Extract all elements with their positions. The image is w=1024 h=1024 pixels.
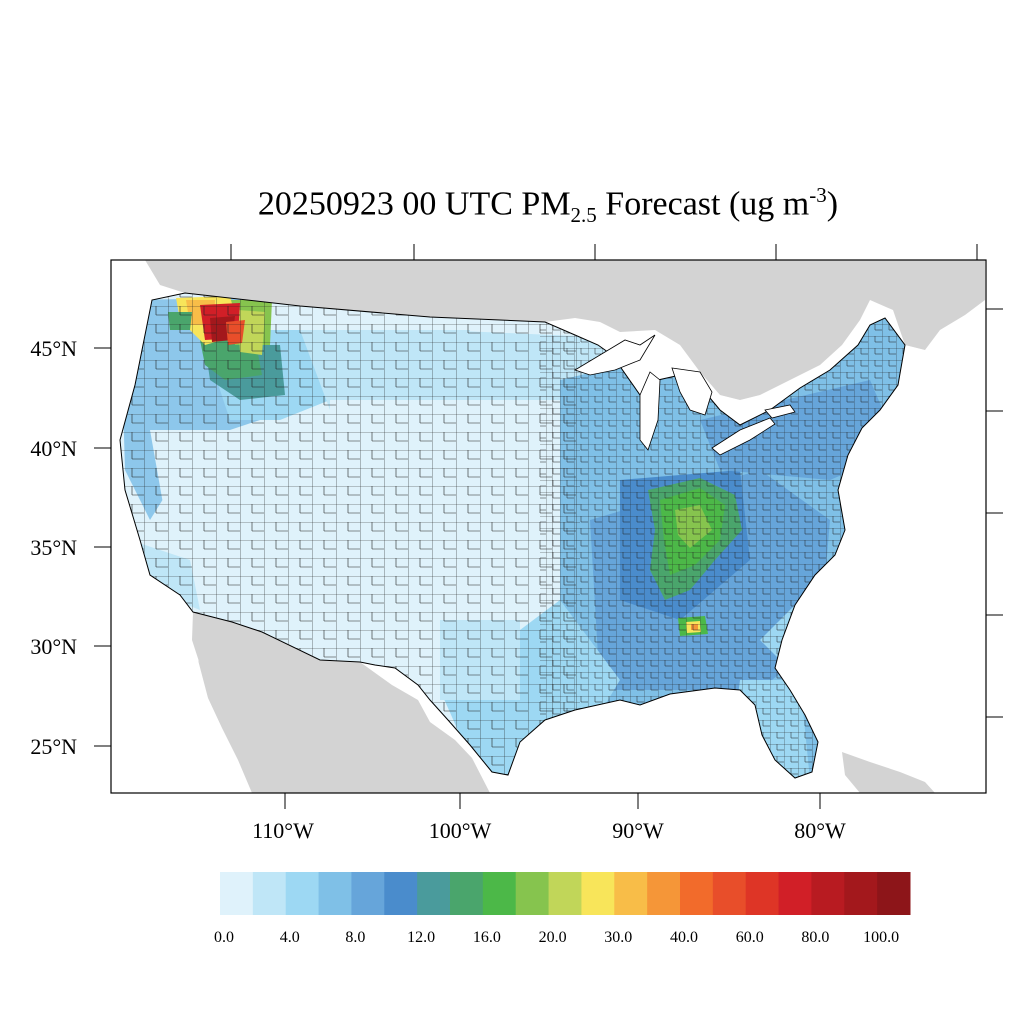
mexico-land bbox=[192, 612, 490, 793]
lon-label: 100°W bbox=[429, 818, 492, 843]
lat-label: 25°N bbox=[30, 734, 77, 759]
colorbar-label: 16.0 bbox=[473, 929, 501, 946]
colorbar-swatch bbox=[680, 872, 714, 915]
axis-ticks bbox=[94, 244, 1003, 809]
colorbar-swatch bbox=[252, 872, 287, 915]
colorbar-label: 30.0 bbox=[604, 929, 632, 946]
lat-label: 35°N bbox=[30, 535, 77, 560]
lat-label: 45°N bbox=[30, 336, 77, 361]
colorbar-swatch bbox=[548, 872, 582, 915]
colorbar-swatch bbox=[778, 872, 812, 915]
colorbar-swatch bbox=[450, 872, 484, 915]
baja-land bbox=[198, 660, 270, 793]
lat-label: 40°N bbox=[30, 436, 77, 461]
colorbar-swatch bbox=[844, 872, 878, 915]
colorbar-swatch bbox=[417, 872, 451, 915]
colorbar-swatch bbox=[745, 872, 780, 915]
colorbar-swatch bbox=[811, 872, 845, 915]
colorbar-swatch bbox=[318, 872, 352, 915]
colorbar-swatch bbox=[614, 872, 648, 915]
colorbar-label: 100.0 bbox=[863, 929, 899, 946]
colorbar-label: 8.0 bbox=[345, 929, 365, 946]
colorbar-swatch bbox=[351, 872, 385, 915]
lat-label: 30°N bbox=[30, 634, 77, 659]
colorbar-swatch bbox=[581, 872, 615, 915]
colorbar-swatch bbox=[712, 872, 747, 915]
colorbar-label: 80.0 bbox=[801, 929, 829, 946]
latitude-labels: 45°N 40°N 35°N 30°N 25°N bbox=[30, 336, 77, 759]
colorbar-label: 40.0 bbox=[670, 929, 698, 946]
colorbar-swatch bbox=[877, 872, 911, 915]
colorbar-swatch bbox=[384, 872, 418, 915]
colorbar-label: 0.0 bbox=[214, 929, 234, 946]
lon-label: 90°W bbox=[612, 818, 664, 843]
map-frame bbox=[110, 259, 987, 794]
colorbar bbox=[220, 872, 911, 915]
lon-label: 80°W bbox=[794, 818, 846, 843]
neighbor-land bbox=[145, 260, 985, 793]
colorbar-swatch bbox=[220, 872, 254, 915]
colorbar-swatch bbox=[647, 872, 681, 915]
great-lakes bbox=[574, 334, 796, 456]
colorbar-label: 12.0 bbox=[407, 929, 435, 946]
colorbar-labels: 0.0 4.0 8.0 12.0 16.0 20.0 30.0 40.0 60.0 80.0 100… bbox=[214, 929, 899, 946]
colorbar-label: 20.0 bbox=[539, 929, 567, 946]
colorbar-label: 4.0 bbox=[280, 929, 300, 946]
cuba-land bbox=[842, 752, 935, 793]
lon-label: 110°W bbox=[252, 818, 314, 843]
colorbar-swatch bbox=[482, 872, 517, 915]
map-title: 20250923 00 UTC PM2.5 Forecast (ug m-3) bbox=[257, 183, 839, 228]
colorbar-swatch bbox=[285, 872, 320, 915]
colorbar-label: 60.0 bbox=[736, 929, 764, 946]
canada-land bbox=[145, 260, 985, 400]
colorbar-swatch bbox=[515, 872, 550, 915]
longitude-labels: 110°W 100°W 90°W 80°W bbox=[252, 818, 846, 843]
